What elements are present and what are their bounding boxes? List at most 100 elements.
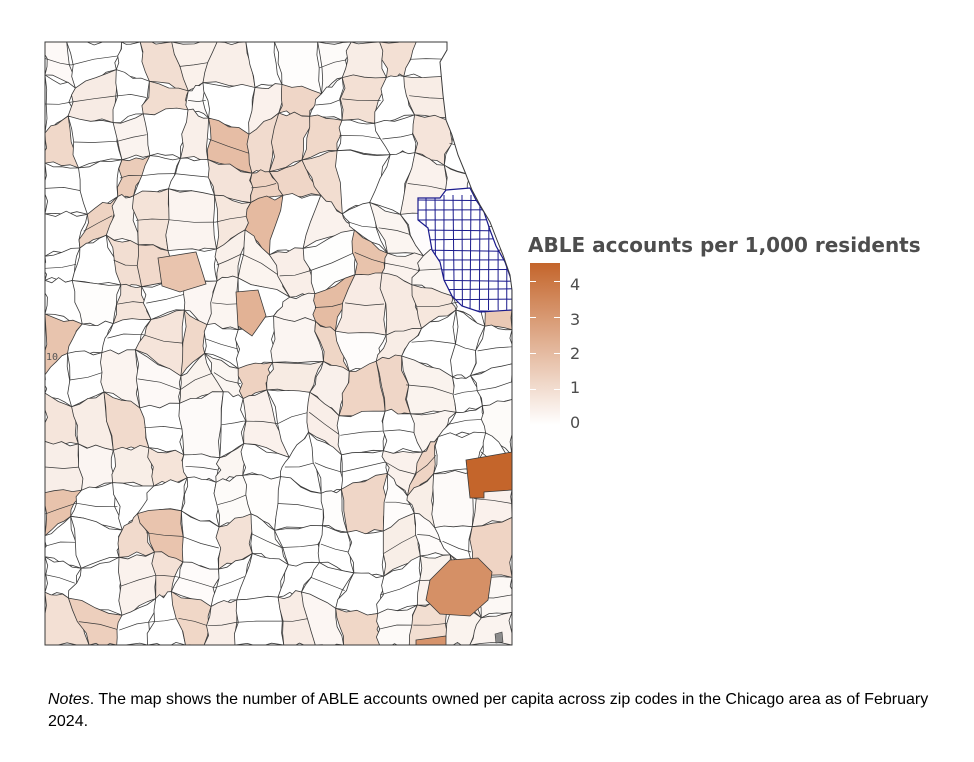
zip-code-border <box>279 270 310 277</box>
zip-code-border <box>45 263 77 269</box>
zip-code-border <box>308 252 355 272</box>
map-edge-label: 10 <box>46 352 58 363</box>
zip-code-area <box>486 83 512 129</box>
no-data-zip-area <box>494 631 504 644</box>
zip-code-border <box>185 465 219 471</box>
zip-code-border <box>178 617 208 627</box>
zip-code-border <box>348 221 379 229</box>
zip-code-border <box>476 381 512 392</box>
zip-code-area-high <box>425 557 493 617</box>
zip-code-area <box>301 591 345 645</box>
zip-code-border <box>119 621 152 631</box>
zip-code-border <box>179 61 211 67</box>
zip-code-border <box>320 543 351 553</box>
zip-code-border <box>143 334 183 344</box>
zip-code-area-high <box>465 451 512 499</box>
legend-tick-mark <box>554 281 560 282</box>
zip-code-border <box>155 574 178 578</box>
zip-code-border <box>221 420 244 426</box>
zip-code-area <box>142 107 189 160</box>
zip-code-area <box>45 591 90 645</box>
zip-code-area <box>67 597 123 645</box>
zip-code-border <box>277 411 310 424</box>
zip-code-border <box>212 302 239 305</box>
zip-code-border <box>45 187 83 192</box>
zip-code-border <box>45 541 76 547</box>
zip-code-border <box>78 621 120 631</box>
zip-code-border <box>378 227 413 236</box>
zip-code-border <box>409 95 450 100</box>
zip-code-area <box>335 607 382 645</box>
legend-tick-mark <box>530 353 536 354</box>
zip-code-border <box>113 259 140 267</box>
zip-code-area <box>165 188 217 254</box>
zip-code-border <box>414 454 437 475</box>
zip-code-border <box>145 532 183 537</box>
zip-code-area <box>443 120 488 175</box>
zip-code-area <box>469 363 512 407</box>
zip-code-border <box>45 466 80 469</box>
zip-code-border <box>380 580 419 596</box>
zip-code-border <box>217 494 247 506</box>
zip-code-border <box>177 576 215 589</box>
zip-code-border <box>385 501 411 505</box>
zip-code-border <box>45 574 75 584</box>
notes-label: Notes <box>48 691 90 708</box>
zip-code-area-high <box>415 635 447 645</box>
zip-code-border <box>378 624 414 630</box>
zip-code-border <box>71 55 119 66</box>
zip-code-border <box>45 58 72 66</box>
legend-tick-4: 4 <box>570 275 581 294</box>
zip-code-border <box>120 574 156 587</box>
zip-code-border <box>114 94 147 98</box>
zip-code-area <box>443 42 490 85</box>
zip-code-border <box>216 253 242 266</box>
zip-code-area <box>116 597 157 645</box>
zip-code-area <box>233 595 285 645</box>
zip-code-border <box>205 338 239 350</box>
zip-code-border <box>474 498 512 504</box>
zip-code-area <box>178 391 224 459</box>
zip-code-border <box>447 418 485 425</box>
legend-tick-mark <box>530 281 536 282</box>
zip-code-border <box>107 333 144 339</box>
zip-code-border <box>241 253 280 277</box>
zip-code-border <box>281 543 321 548</box>
zip-code-border <box>284 462 315 468</box>
zip-code-border <box>76 502 118 507</box>
zip-code-border <box>315 98 343 106</box>
zip-code-border <box>83 215 113 232</box>
zip-code-border <box>188 99 206 102</box>
zip-code-border <box>341 461 386 473</box>
zip-code-polygons <box>45 42 512 645</box>
zip-code-border <box>116 301 147 305</box>
legend-tick-mark <box>554 389 560 390</box>
chicago-zip-border <box>469 194 472 311</box>
zip-code-border <box>180 372 215 390</box>
legend-tick-mark <box>554 425 560 426</box>
zip-code-border <box>243 420 279 424</box>
zip-code-border <box>45 101 72 105</box>
zip-code-border <box>308 411 341 436</box>
zip-code-border <box>214 576 245 589</box>
zip-code-border <box>69 371 104 381</box>
zip-code-area <box>443 75 492 127</box>
zip-code-border <box>213 372 241 384</box>
zip-code-border <box>71 95 115 103</box>
legend-tick-mark <box>554 353 560 354</box>
zip-code-border <box>251 183 277 189</box>
zip-code-border <box>208 138 251 155</box>
zip-code-border <box>354 252 385 264</box>
zip-code-border <box>73 140 118 143</box>
zip-code-border <box>454 343 478 352</box>
zip-code-border <box>251 533 282 548</box>
zip-code-border <box>235 620 281 623</box>
zip-code-border <box>384 429 417 434</box>
legend-title: ABLE accounts per 1,000 residents <box>528 233 921 257</box>
zip-code-area <box>277 590 316 645</box>
legend-tick-mark <box>554 317 560 318</box>
zip-code-area <box>336 410 387 456</box>
zip-code-border <box>151 617 179 623</box>
zip-code-border <box>409 58 447 60</box>
